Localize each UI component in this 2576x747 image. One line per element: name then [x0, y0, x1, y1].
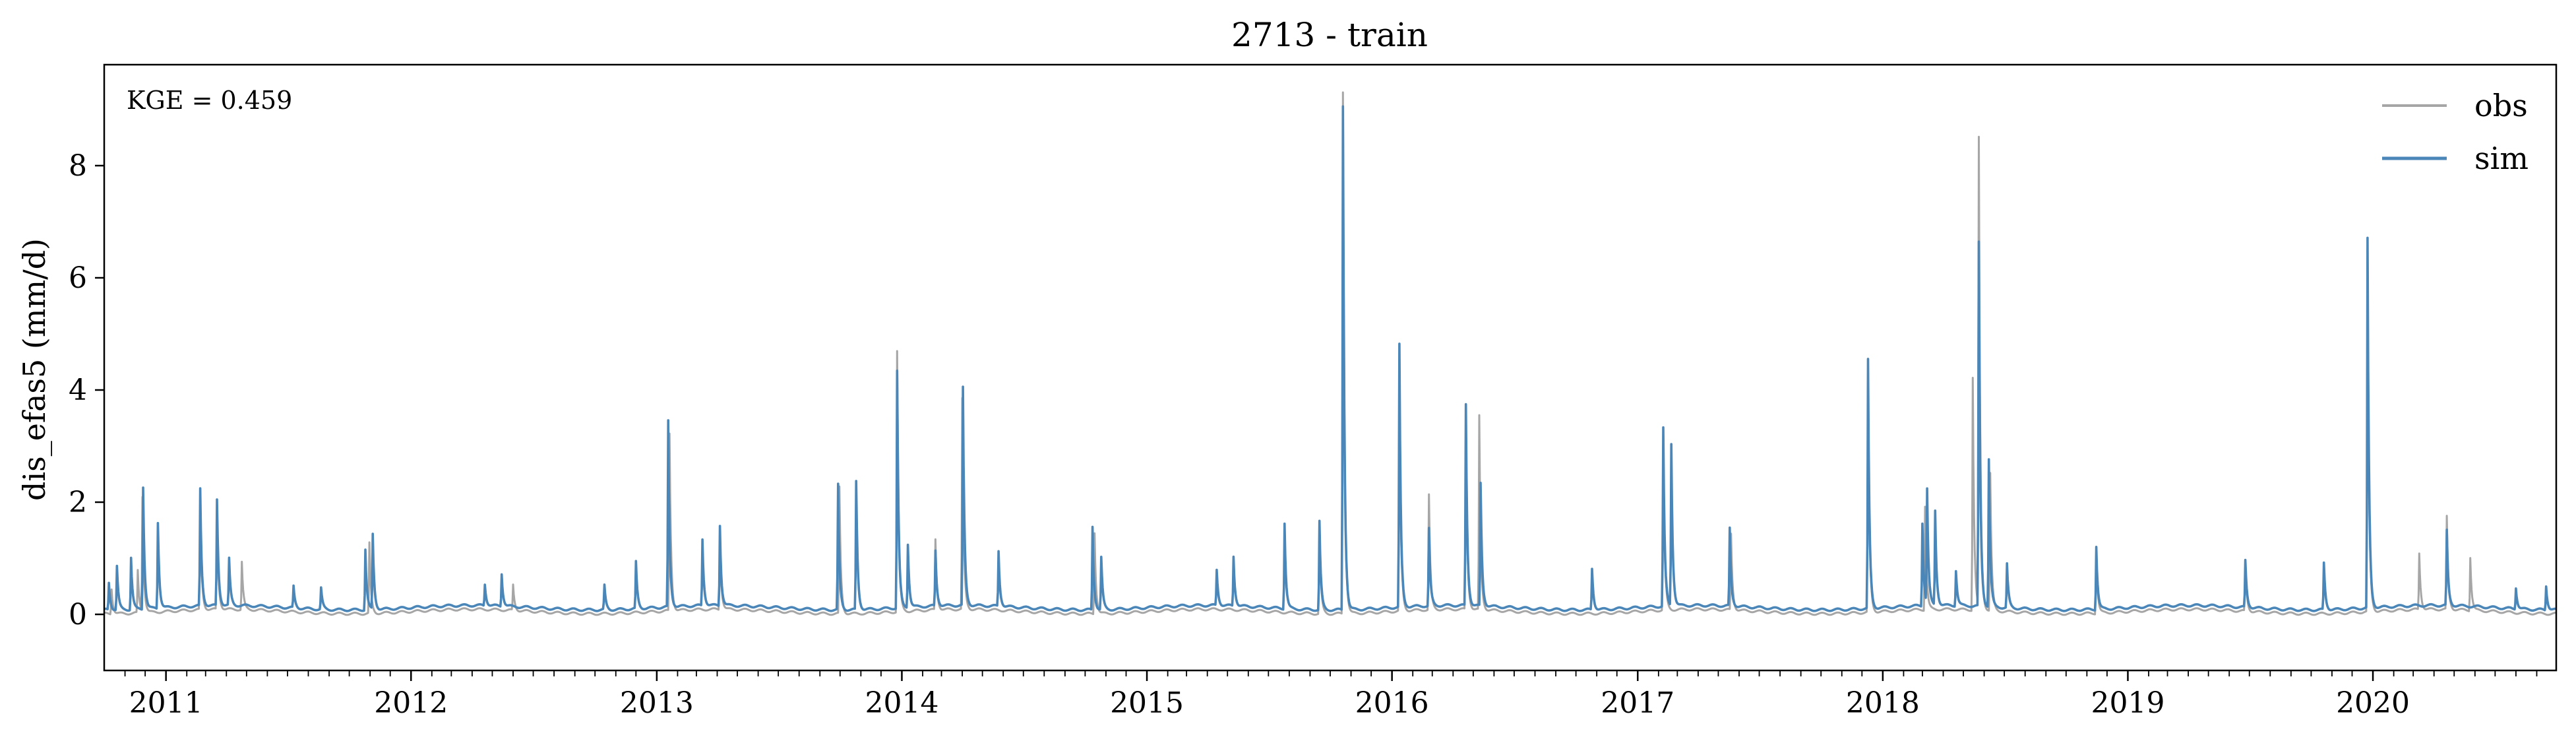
kge-annotation: KGE = 0.459	[127, 86, 292, 115]
x-tick-label: 2020	[2336, 686, 2410, 720]
y-tick-label: 0	[69, 598, 87, 632]
x-tick-label: 2012	[374, 686, 448, 720]
x-tick-label: 2016	[1355, 686, 1429, 720]
series-line-sim	[104, 105, 2556, 612]
x-tick-label: 2014	[865, 686, 938, 720]
y-tick-label: 2	[69, 486, 87, 519]
y-tick-label: 8	[69, 149, 87, 183]
x-tick-label: 2011	[129, 686, 203, 720]
y-tick-label: 6	[69, 261, 87, 295]
x-tick-label: 2015	[1110, 686, 1184, 720]
legend: obs sim	[2382, 88, 2529, 176]
legend-label-obs: obs	[2474, 88, 2528, 123]
y-tick-label: 4	[69, 374, 87, 407]
x-tick-label: 2018	[1846, 686, 1920, 720]
x-tick-label: 2013	[620, 686, 694, 720]
legend-label-sim: sim	[2474, 141, 2529, 176]
y-axis-ticks: 0 2 4 6 8	[69, 149, 104, 632]
x-axis-ticks: 2011 2012 2013 2014 2015 2016 2017 2018 2019 2020	[124, 670, 2538, 720]
series-line-obs	[104, 91, 2556, 616]
y-axis-label: dis_efas5 (mm/d)	[16, 238, 52, 501]
chart-title: 2713 - train	[1231, 16, 1428, 54]
x-tick-label: 2019	[2091, 686, 2164, 720]
series-layer	[104, 91, 2556, 616]
x-tick-label: 2017	[1601, 686, 1674, 720]
